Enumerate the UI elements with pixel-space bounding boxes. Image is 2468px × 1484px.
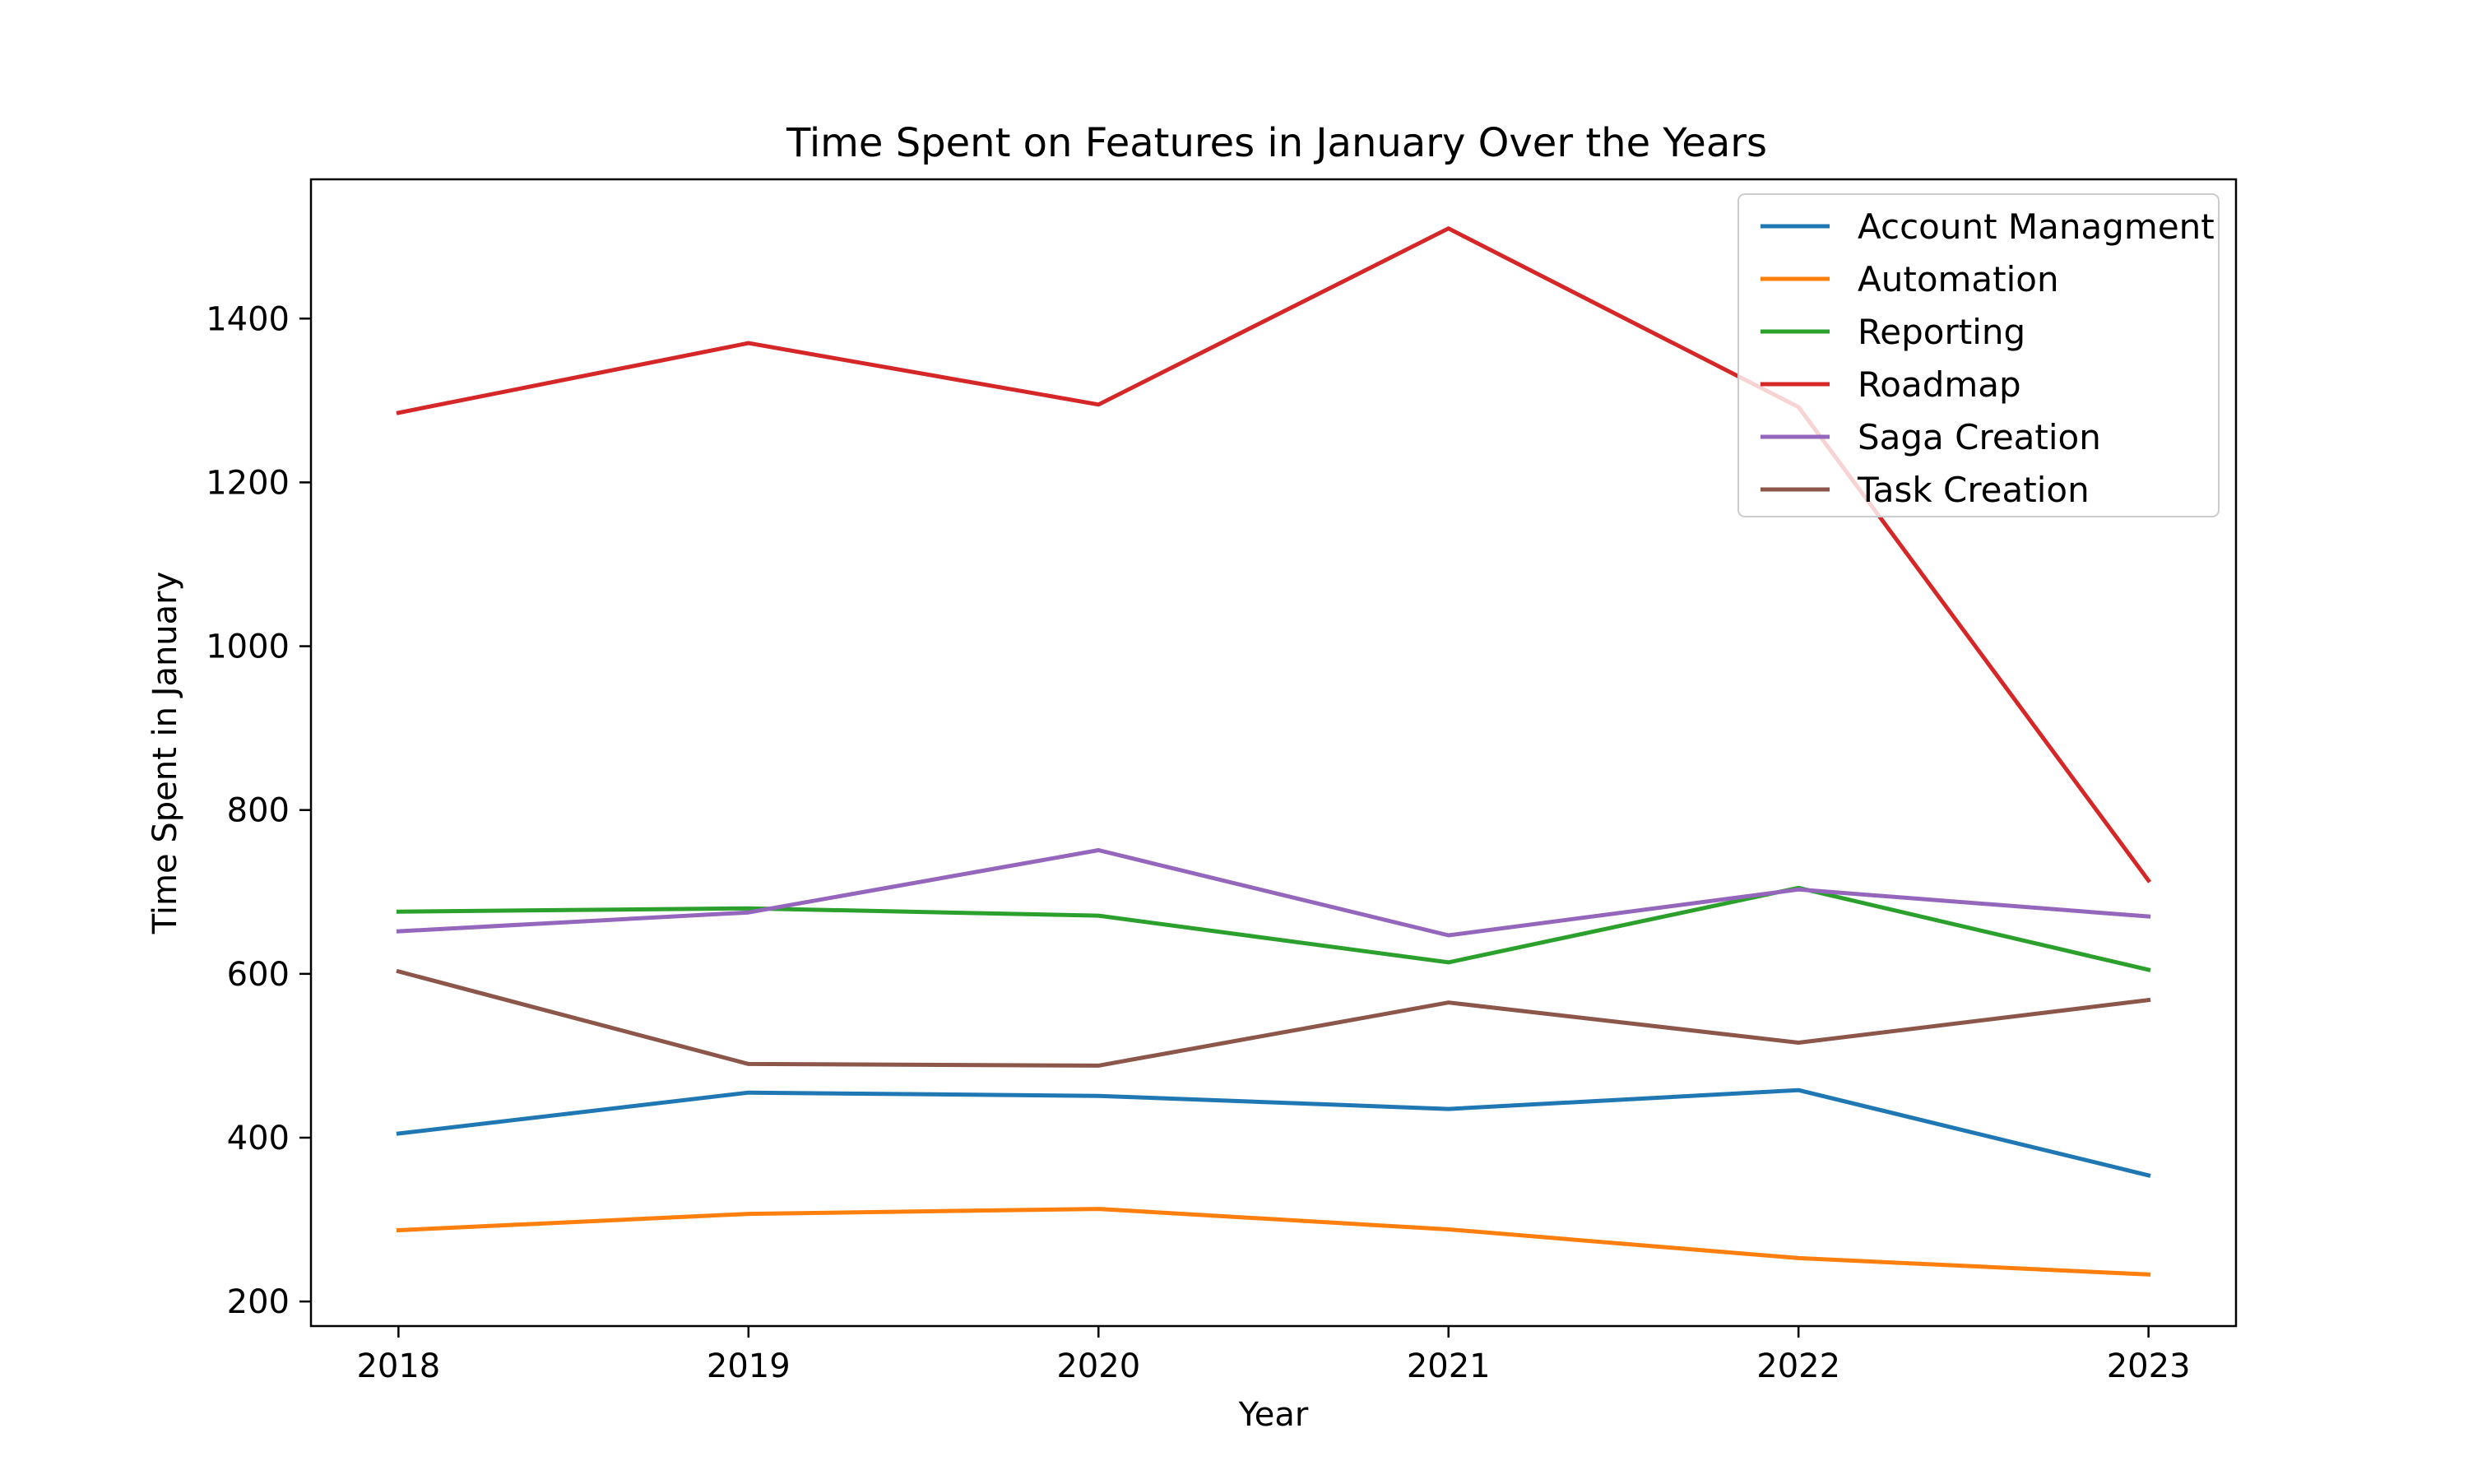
y-tick-label: 1400 (206, 300, 290, 338)
y-tick-label: 200 (227, 1283, 290, 1321)
legend-label: Automation (1858, 259, 2059, 299)
x-tick-label: 2018 (356, 1347, 440, 1385)
legend-frame (1737, 193, 2220, 517)
legend-label: Account Managment (1858, 206, 2215, 247)
legend-label: Reporting (1858, 312, 2025, 352)
y-axis-ticks: 200 400 600 800 1000 1200 1400 (206, 300, 311, 1321)
legend-label: Task Creation (1857, 470, 2090, 510)
series-line-1 (396, 1207, 2151, 1277)
y-tick-label: 1200 (206, 464, 290, 502)
series-line-5 (396, 968, 2151, 1068)
y-tick-label: 800 (227, 792, 290, 830)
x-tick-label: 2023 (2107, 1347, 2191, 1385)
legend-label: Saga Creation (1858, 417, 2101, 457)
y-tick-label: 600 (227, 956, 290, 994)
series-line-2 (396, 885, 2151, 972)
chart-title: Time Spent on Features in January Over t… (786, 120, 1767, 166)
y-tick-label: 400 (227, 1120, 290, 1157)
series-layer (396, 226, 2152, 1277)
legend-label: Roadmap (1858, 364, 2021, 405)
x-axis-ticks: 2018 2019 2020 2021 2022 2023 (356, 1326, 2191, 1385)
x-tick-label: 2019 (707, 1347, 791, 1385)
series-line-4 (396, 848, 2151, 938)
y-tick-label: 1000 (206, 628, 290, 666)
series-line-0 (396, 1087, 2151, 1178)
legend-items: Account Managment Automation Reporting Road… (1761, 206, 2215, 510)
chart-legend: Account Managment Automation Reporting Road… (1737, 193, 2220, 517)
plot-area-frame (309, 178, 2238, 1328)
y-axis-label: Time Spent in January (146, 572, 184, 935)
x-axis-label: Year (1238, 1396, 1309, 1434)
x-tick-label: 2020 (1056, 1347, 1140, 1385)
x-tick-label: 2022 (1756, 1347, 1840, 1385)
x-tick-label: 2021 (1407, 1347, 1491, 1385)
